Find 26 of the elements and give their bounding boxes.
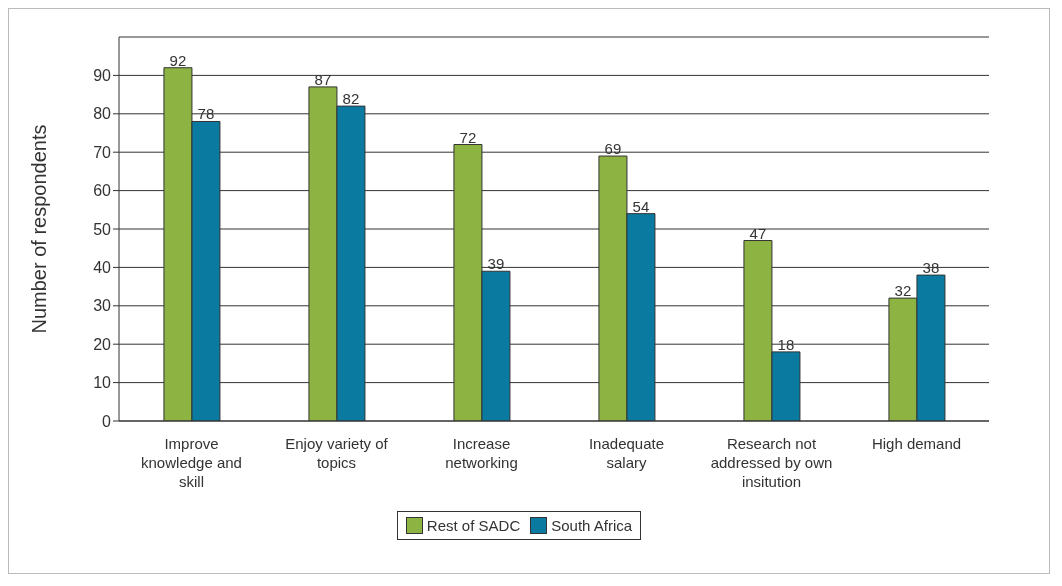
x-tick-label: Increase networking xyxy=(445,435,518,471)
y-tick-label: 40 xyxy=(93,259,112,277)
x-tick-label: High demand xyxy=(871,435,962,452)
y-tick-label: 90 xyxy=(93,67,112,85)
y-tick-label: 70 xyxy=(93,143,112,161)
data-label: 87 xyxy=(314,70,332,88)
data-label: 47 xyxy=(749,224,767,242)
y-tick-label: 30 xyxy=(93,297,112,315)
data-label: 54 xyxy=(632,197,650,215)
y-tick-label: 60 xyxy=(93,182,112,200)
x-tick-label: Inadequate salary xyxy=(588,435,665,471)
data-label: 32 xyxy=(894,282,912,300)
x-tick-label: Research not addressed by own insitution xyxy=(710,435,833,490)
y-axis-title: Number of respondents xyxy=(28,124,51,334)
y-tick-label: 0 xyxy=(102,412,112,430)
data-label: 82 xyxy=(342,90,360,108)
x-tick-label: Improve knowledge and skill xyxy=(141,435,242,490)
y-tick-label: 80 xyxy=(93,105,112,123)
y-tick-label: 20 xyxy=(93,335,112,353)
y-tick-label: 10 xyxy=(93,374,112,392)
data-label: 72 xyxy=(459,128,477,146)
legend-label: Rest of SADC xyxy=(425,517,521,534)
legend-label: South Africa xyxy=(550,517,633,534)
x-tick-label: Enjoy variety of topics xyxy=(285,435,389,471)
data-label: 92 xyxy=(169,51,187,69)
y-tick-label: 50 xyxy=(93,220,112,238)
